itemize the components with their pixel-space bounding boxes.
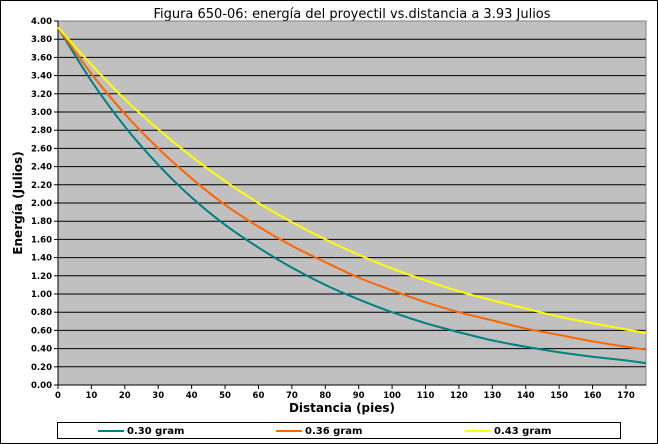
y-tick-label: 2.40 bbox=[31, 163, 52, 173]
y-tick-label: 3.20 bbox=[31, 90, 52, 100]
x-tick-label: 150 bbox=[550, 391, 568, 401]
x-tick-label: 10 bbox=[85, 391, 97, 401]
y-tick-label: 0.00 bbox=[31, 381, 52, 391]
x-tick-label: 20 bbox=[119, 391, 131, 401]
legend-label-0-36-gram: 0.36 gram bbox=[305, 426, 362, 437]
x-tick-label: 120 bbox=[450, 391, 468, 401]
y-tick-label: 3.00 bbox=[31, 108, 52, 118]
legend-label-0-30-gram: 0.30 gram bbox=[127, 426, 184, 437]
legend: 0.30 gram 0.36 gram 0.43 gram bbox=[57, 422, 621, 439]
x-tick-label: 90 bbox=[353, 391, 365, 401]
y-tick-label: 0.20 bbox=[31, 363, 52, 373]
x-tick-label: 110 bbox=[417, 391, 435, 401]
y-tick-label: 1.60 bbox=[31, 235, 52, 245]
y-tick-label: 1.20 bbox=[31, 272, 52, 282]
y-tick-label: 2.00 bbox=[31, 199, 52, 209]
y-tick-label: 2.20 bbox=[31, 181, 52, 191]
x-tick-label: 60 bbox=[253, 391, 265, 401]
y-tick-label: 3.40 bbox=[31, 72, 52, 82]
x-tick-label: 50 bbox=[219, 391, 231, 401]
y-tick-label: 1.40 bbox=[31, 254, 52, 264]
y-tick-label: 3.60 bbox=[31, 53, 52, 63]
y-tick-label: 1.80 bbox=[31, 217, 52, 227]
x-tick-label: 30 bbox=[152, 391, 164, 401]
series-lines bbox=[57, 26, 647, 365]
plot-area bbox=[57, 20, 647, 386]
y-axis-ticks: 0.00 0.20 0.40 0.60 0.80 1.00 1.20 1.40 1.60 1.80… bbox=[31, 17, 58, 391]
legend-label-0-43-gram: 0.43 gram bbox=[494, 426, 551, 437]
series-line-0-30-gram bbox=[57, 26, 647, 365]
x-tick-label: 70 bbox=[286, 391, 298, 401]
series-line-0-43-gram bbox=[57, 26, 647, 335]
x-axis-label: Distancia (pies) bbox=[289, 401, 395, 415]
series-line-0-36-gram bbox=[57, 26, 647, 351]
x-tick-label: 170 bbox=[617, 391, 635, 401]
y-tick-label: 4.00 bbox=[31, 17, 52, 27]
y-tick-label: 3.80 bbox=[31, 35, 52, 45]
x-tick-label: 0 bbox=[55, 391, 61, 401]
x-tick-label: 100 bbox=[383, 391, 401, 401]
y-tick-label: 2.60 bbox=[31, 144, 52, 154]
x-axis-ticks: 0 10 20 30 40 50 60 70 80 90 100 110 120 130 140 150 160… bbox=[55, 385, 635, 401]
chart-title: Figura 650-06: energía del proyectil vs.… bbox=[153, 7, 550, 22]
x-tick-label: 40 bbox=[186, 391, 198, 401]
y-tick-label: 0.40 bbox=[31, 345, 52, 355]
y-tick-label: 0.60 bbox=[31, 326, 52, 336]
x-tick-label: 130 bbox=[483, 391, 501, 401]
legend-box bbox=[57, 422, 621, 439]
y-tick-label: 0.80 bbox=[31, 308, 52, 318]
y-axis-label: Energía (Julios) bbox=[11, 151, 25, 254]
y-tick-label: 1.00 bbox=[31, 290, 52, 300]
x-tick-label: 160 bbox=[584, 391, 602, 401]
x-tick-label: 140 bbox=[517, 391, 535, 401]
x-tick-label: 80 bbox=[319, 391, 331, 401]
y-tick-label: 2.80 bbox=[31, 126, 52, 136]
